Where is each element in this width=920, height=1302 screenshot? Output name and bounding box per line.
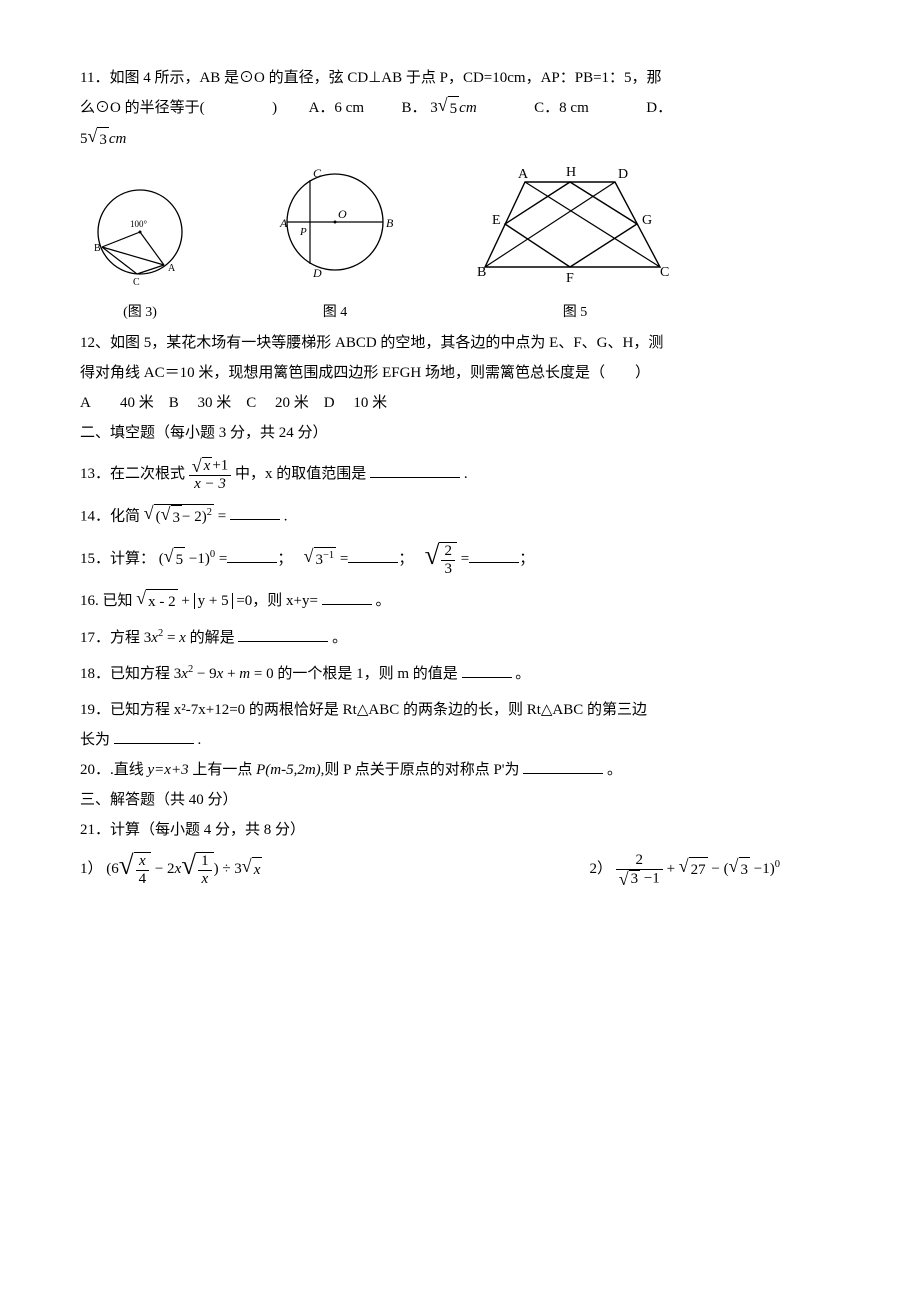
q15-p2: √3−1 [304, 551, 337, 567]
fig4-svg: A B C D O P [240, 162, 430, 292]
q14-outer-sqrt: √(√3− 2)2 [144, 504, 214, 530]
q11-line1: 11．如图 4 所示，AB 是⊙O 的直径，弦 CD⊥AB 于点 P，CD=10… [80, 66, 840, 90]
q11-paren-close: ) [272, 100, 277, 116]
q21-1: 1） (6√x4 − 2x√1x) ÷ 3√x [80, 852, 262, 888]
fig5-svg: A D B C H F E G [470, 162, 680, 292]
fig4-A: A [279, 216, 288, 230]
q18-blank [462, 662, 512, 678]
fig3-caption: (图 3) [80, 302, 200, 324]
q12-optB: B 30 米 [169, 395, 232, 411]
q13-frac: √x+1 x − 3 [189, 457, 232, 493]
fig5-A: A [518, 167, 529, 182]
q12-optA: A 40 米 [80, 395, 154, 411]
fig5: A D B C H F E G 图 5 [470, 162, 680, 324]
q11-optD-math: 5√3cm [80, 131, 126, 147]
fig3-C: C [133, 277, 140, 288]
q12-opts: A 40 米 B 30 米 C 20 米 D 10 米 [80, 391, 840, 415]
q15-p3: √23 [425, 551, 457, 567]
q11-optC: C．8 cm [534, 100, 589, 116]
q12-l2: 得对角线 AC＝10 米，现想用篱笆围成四边形 EFGH 场地，则需篱笆总长度是… [80, 361, 840, 385]
q19-l1: 19．已知方程 x²-7x+12=0 的两根恰好是 Rt△ABC 的两条边的长，… [80, 698, 840, 722]
q15: 15．计算： (√5 −1)0 =； √3−1 =； √23 =； [80, 542, 840, 577]
q12-l1: 12、如图 5，某花木场有一块等腰梯形 ABCD 的空地，其各边的中点为 E、F… [80, 331, 840, 355]
q14: 14．化简 √(√3− 2)2 = . [80, 504, 840, 530]
fig3-angle: 100° [130, 219, 148, 229]
q15-p1: (√5 −1)0 [159, 551, 215, 567]
q12-optC: C 20 米 [246, 395, 309, 411]
q17-blank [238, 626, 328, 642]
section2: 二、填空题（每小题 3 分，共 24 分） [80, 421, 840, 445]
q11-optB-label: B． [402, 100, 427, 116]
fig3-B: B [94, 243, 101, 254]
fig5-F: F [566, 271, 574, 286]
q21-row: 1） (6√x4 − 2x√1x) ÷ 3√x 2） 2√3 −1 + √27 … [80, 852, 840, 888]
fig5-D: D [618, 167, 628, 182]
q17: 17．方程 3x2 = x 的解是 。 [80, 626, 840, 650]
q13-blank [370, 462, 460, 478]
fig4-P: P [299, 226, 307, 238]
q12-optD: D 10 米 [324, 395, 387, 411]
fig4-B: B [386, 216, 394, 230]
fig5-G: G [642, 213, 652, 228]
fig3-svg: 100° B A C [80, 177, 200, 292]
q11-optD-math-line: 5√3cm [80, 127, 840, 152]
fig5-caption: 图 5 [470, 302, 680, 324]
q21: 21．计算（每小题 4 分，共 8 分） [80, 818, 840, 842]
fig4-O: O [338, 207, 347, 221]
q19-l2: 长为 . [80, 728, 840, 752]
q21-2: 2） 2√3 −1 + √27 − (√3 −1)0 [589, 852, 780, 888]
q20: 20．.直线 y=x+3 上有一点 P(m-5,2m),则 P 点关于原点的对称… [80, 758, 840, 782]
q11-stem-tail: 么⊙O 的半径等于( [80, 100, 205, 116]
q15-b1 [227, 547, 277, 563]
q13: 13．在二次根式 √x+1 x − 3 中，x 的取值范围是 . [80, 457, 840, 493]
fig4-caption: 图 4 [240, 302, 430, 324]
fig3-A: A [168, 263, 176, 274]
q20-blank [523, 758, 603, 774]
fig3: 100° B A C (图 3) [80, 177, 200, 324]
q11-optD-label: D． [646, 100, 672, 116]
fig4-D: D [312, 266, 322, 280]
fig4-C: C [313, 166, 322, 180]
q11-optB-math: 3√5cm [430, 100, 480, 116]
q14-blank [230, 504, 280, 520]
figures-row: 100° B A C (图 3) A B C D O P 图 4 A [80, 162, 840, 324]
fig5-H: H [566, 165, 576, 180]
fig5-C: C [660, 265, 669, 280]
fig5-B: B [477, 265, 486, 280]
q19-blank [114, 728, 194, 744]
fig5-E: E [492, 213, 501, 228]
q11-optA: A．6 cm [309, 100, 364, 116]
q16-blank [322, 589, 372, 605]
q16: 16. 已知 √x - 2 + y + 5 =0，则 x+y= 。 [80, 589, 840, 614]
section3: 三、解答题（共 40 分） [80, 788, 840, 812]
q16-abs: y + 5 [194, 593, 233, 609]
q15-b2 [348, 547, 398, 563]
q15-b3 [469, 547, 519, 563]
fig4: A B C D O P 图 4 [240, 162, 430, 324]
q18: 18．已知方程 3x2 − 9x + m = 0 的一个根是 1，则 m 的值是… [80, 662, 840, 686]
q11-line2: 么⊙O 的半径等于( ) A．6 cm B． 3√5cm C．8 cm D． [80, 96, 840, 121]
